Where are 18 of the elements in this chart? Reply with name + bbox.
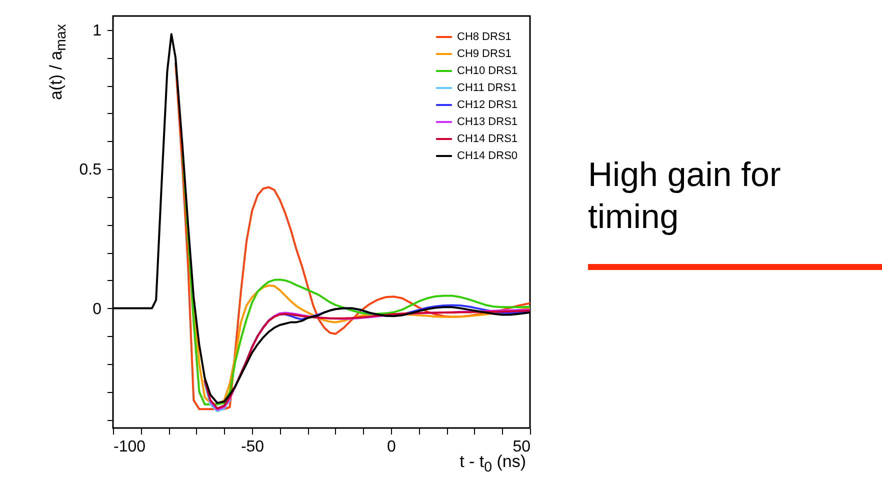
- y-tick-label: 0: [92, 300, 102, 318]
- y-tick-label: 1: [92, 22, 102, 40]
- legend-label: CH9 DRS1: [457, 48, 512, 60]
- legend-label: CH13 DRS1: [457, 116, 518, 128]
- legend-label: CH14 DRS1: [457, 133, 518, 145]
- legend-label: CH10 DRS1: [457, 65, 518, 77]
- line-series: [174, 62, 530, 410]
- y-tick-label: 0.5: [79, 162, 102, 179]
- x-tick-label: -100: [114, 438, 146, 456]
- legend-label: CH12 DRS1: [457, 99, 518, 111]
- x-tick-label: 0: [387, 438, 396, 456]
- line-series: [204, 382, 231, 412]
- legend-label: CH14 DRS0: [457, 150, 518, 162]
- line-series: [182, 151, 530, 406]
- text: High gain for timing: [588, 155, 782, 238]
- legend-label: CH11 DRS1: [457, 82, 517, 94]
- legend-label: CH8 DRS1: [457, 31, 512, 43]
- x-tick-label: -50: [240, 438, 264, 456]
